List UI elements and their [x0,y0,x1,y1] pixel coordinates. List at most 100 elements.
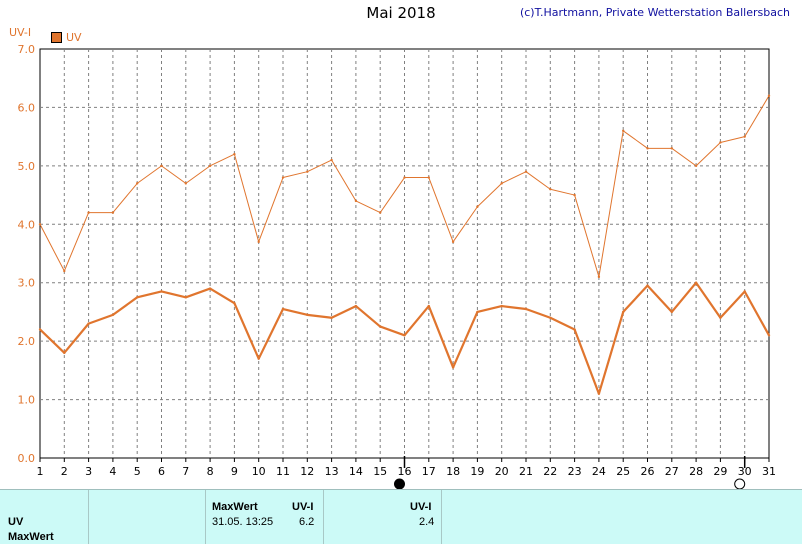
data-point [646,284,649,287]
x-tick-label: 22 [543,465,557,478]
chart-title: Mai 2018 [366,4,436,22]
data-point [694,281,698,284]
data-point [354,304,358,308]
x-tick-label: 21 [519,465,533,478]
uv-line-chart: 0.01.02.03.04.05.06.07.01 2 3 4 5 6 7 8 9 10 11 12 1… [18,43,776,489]
data-point [719,141,722,144]
data-point [160,164,163,168]
data-point [257,240,260,244]
data-point [38,223,42,226]
unit-header-avg: UV-I [410,501,432,513]
data-point [184,182,187,185]
x-tick-label: 17 [422,465,436,478]
data-point [670,310,673,314]
data-point [233,152,236,156]
data-point [476,310,479,314]
x-tick-label: 2 [61,465,68,478]
x-tick-label: 3 [85,465,92,478]
data-point [622,129,625,132]
x-tick-label: 10 [252,465,266,478]
y-tick-label: 3.0 [18,277,36,290]
x-tick-label: 6 [158,465,165,478]
footer-table: UV MaxWert MaxWert UV-I 31.05. 13:25 6.2… [0,489,802,544]
data-point [63,269,66,273]
x-tick-label: 18 [446,465,460,478]
data-point [111,313,115,317]
data-point [233,301,236,305]
x-tick-label: 29 [713,465,727,478]
data-point [743,135,746,138]
x-tick-label: 28 [689,465,703,478]
data-point [403,176,406,179]
data-point [330,316,333,319]
new-moon-icon [394,478,405,489]
legend-swatch [51,32,62,43]
data-point [403,334,406,337]
avg-value: 2.4 [419,516,435,528]
x-tick-label: 19 [470,465,484,478]
data-point [451,366,455,369]
x-tick-label: 30 [738,465,752,478]
y-tick-label: 7.0 [18,43,36,56]
x-tick-label: 31 [762,465,776,478]
x-tick-label: 15 [373,465,387,478]
data-point [476,205,479,208]
x-tick-label: 27 [665,465,679,478]
x-tick-label: 23 [568,465,582,478]
full-moon-icon [734,478,746,489]
max-value: 6.2 [299,516,315,528]
y-tick-label: 5.0 [18,160,36,173]
x-tick-label: 14 [349,465,363,478]
credit-text: (c)T.Hartmann, Private Wetterstation Bal… [519,6,790,19]
x-tick-label: 8 [207,465,214,478]
data-point [257,357,260,360]
data-point [281,307,285,311]
data-point [87,322,90,325]
x-tick-label: 25 [616,465,630,478]
data-point [63,351,66,355]
x-tick-label: 24 [592,465,606,478]
data-point [719,316,722,319]
x-tick-label: 7 [182,465,189,478]
data-point [306,170,309,173]
data-point [184,296,187,299]
data-point [743,290,746,293]
data-point [208,164,212,168]
y-tick-label: 4.0 [18,218,36,231]
x-tick-label: 5 [134,465,141,478]
data-point [549,188,552,191]
data-point [160,290,163,293]
data-point [524,307,528,311]
x-tick-label: 1 [37,465,44,478]
row-uv-label: UV [8,516,24,528]
data-point [500,182,503,185]
x-tick-label: 11 [276,465,290,478]
data-point [330,158,333,162]
y-tick-label: 0.0 [18,452,36,465]
data-point [646,147,649,150]
data-point [111,211,115,214]
data-point [670,147,673,150]
data-point [622,310,625,314]
data-point [573,193,576,197]
data-point [767,94,771,97]
x-tick-label: 20 [495,465,509,478]
x-tick-label: 4 [109,465,116,478]
data-point [87,211,90,214]
data-point [500,304,503,308]
data-point [573,328,576,331]
max-time: 31.05. 13:25 [212,516,274,528]
unit-header-max: UV-I [292,501,314,513]
y-tick-label: 6.0 [18,101,36,114]
legend: UV [51,31,82,44]
x-tick-label: 16 [398,465,412,478]
data-point [597,392,601,395]
data-point [379,325,382,328]
data-point [136,296,139,299]
x-tick-label: 13 [325,465,339,478]
y-tick-label: 2.0 [18,335,36,348]
data-point [427,176,430,179]
data-point [136,182,139,185]
data-point [38,328,42,331]
data-point [524,170,528,173]
